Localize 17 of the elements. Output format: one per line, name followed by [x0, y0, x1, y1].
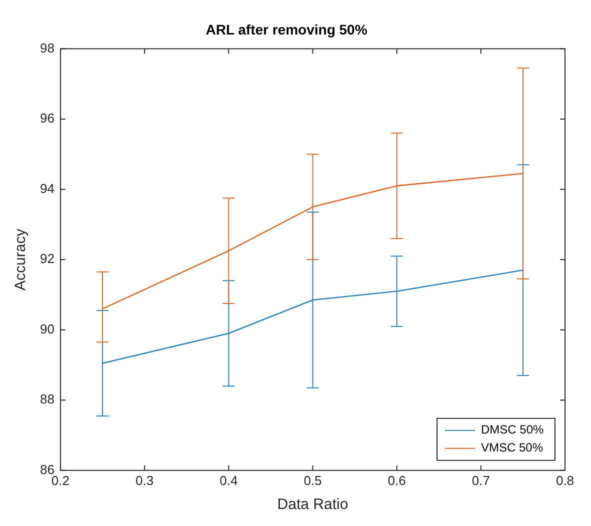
chart-title: ARL after removing 50%: [206, 21, 368, 38]
x-tick-label: 0.4: [220, 472, 238, 488]
y-axis-title: Accuracy: [12, 228, 30, 290]
y-tick-label: 90: [40, 321, 54, 336]
y-tick-label: 94: [40, 180, 54, 196]
y-tick-label: 98: [40, 40, 54, 56]
x-tick-label: 0.8: [556, 472, 574, 488]
x-axis-title: Data Ratio: [277, 496, 348, 514]
x-tick-label: 0.6: [388, 472, 406, 488]
x-tick-label: 0.5: [304, 472, 322, 488]
y-tick-label: 92: [40, 251, 54, 266]
y-tick-label: 96: [40, 110, 54, 126]
y-tick-label: 88: [40, 392, 54, 407]
legend-label: DMSC 50%: [481, 422, 544, 437]
x-tick-label: 0.7: [472, 472, 490, 488]
x-tick-label: 0.3: [136, 472, 154, 488]
legend-label: VMSC 50%: [481, 440, 544, 455]
